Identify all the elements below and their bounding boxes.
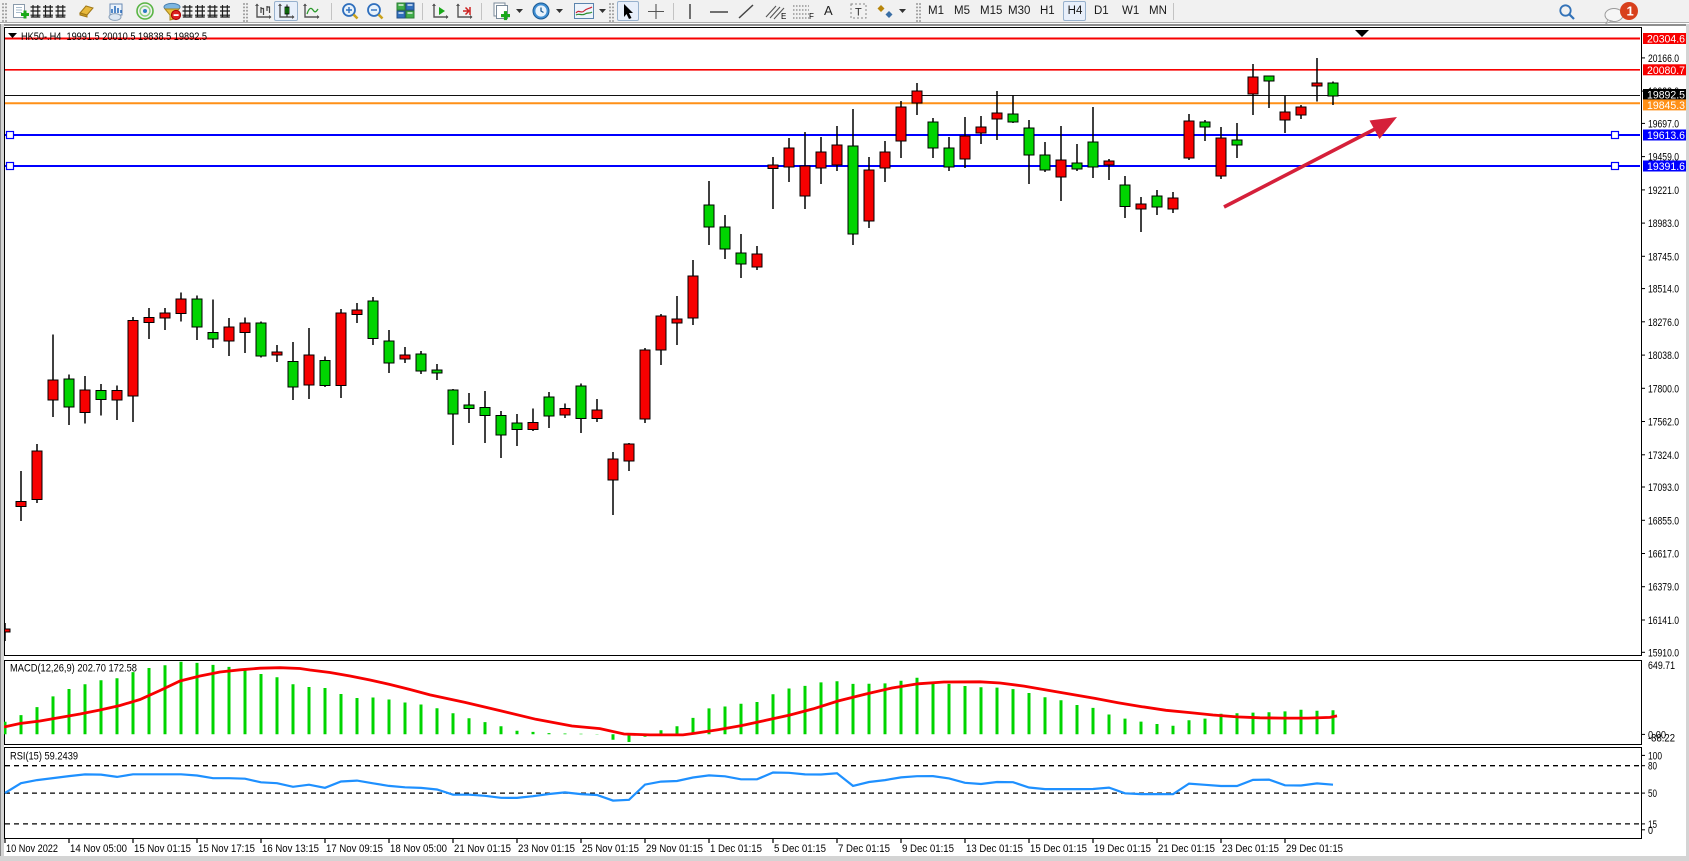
svg-text:E: E (781, 12, 786, 20)
svg-text:T: T (855, 7, 862, 19)
svg-text:29 Dec 01:15: 29 Dec 01:15 (1286, 843, 1343, 855)
svg-text:18745.0: 18745.0 (1648, 251, 1679, 263)
svg-text:17 Nov 09:15: 17 Nov 09:15 (326, 843, 383, 855)
svg-text:16 Nov 13:15: 16 Nov 13:15 (262, 843, 319, 855)
svg-text:16379.0: 16379.0 (1648, 582, 1679, 594)
svg-text:17562.0: 17562.0 (1648, 417, 1679, 429)
svg-text:19391.6: 19391.6 (1647, 161, 1685, 173)
svg-text:21 Nov 01:15: 21 Nov 01:15 (454, 843, 511, 855)
svg-text:18276.0: 18276.0 (1648, 317, 1679, 329)
svg-text:14 Nov 05:00: 14 Nov 05:00 (70, 843, 127, 855)
svg-text:-88.22: -88.22 (1648, 733, 1675, 745)
svg-text:18 Nov 05:00: 18 Nov 05:00 (390, 843, 447, 855)
svg-text:17324.0: 17324.0 (1648, 450, 1679, 462)
svg-text:MACD(12,26,9) 202.70 172.58: MACD(12,26,9) 202.70 172.58 (10, 663, 137, 675)
svg-text:15: 15 (1648, 819, 1657, 831)
svg-text:18514.0: 18514.0 (1648, 284, 1679, 296)
svg-text:15 Dec 01:15: 15 Dec 01:15 (1030, 843, 1087, 855)
svg-text:20166.0: 20166.0 (1648, 53, 1679, 65)
svg-text:17800.0: 17800.0 (1648, 383, 1679, 395)
svg-text:7 Dec 01:15: 7 Dec 01:15 (838, 843, 890, 855)
svg-text:18983.0: 18983.0 (1648, 218, 1679, 230)
svg-text:HK50-.H4 19991.5 20010.5 1983: HK50-.H4 19991.5 20010.5 19838.5 19892.5 (21, 31, 207, 43)
svg-text:16855.0: 16855.0 (1648, 515, 1679, 527)
svg-text:0.00: 0.00 (1648, 729, 1666, 741)
svg-text:5 Dec 01:15: 5 Dec 01:15 (774, 843, 826, 855)
svg-text:19221.0: 19221.0 (1648, 185, 1679, 197)
svg-text:29 Nov 01:15: 29 Nov 01:15 (646, 843, 703, 855)
svg-text:1: 1 (1627, 4, 1634, 19)
svg-text:13 Dec 01:15: 13 Dec 01:15 (966, 843, 1023, 855)
svg-text:1 Dec 01:15: 1 Dec 01:15 (710, 843, 762, 855)
svg-text:23 Nov 01:15: 23 Nov 01:15 (518, 843, 575, 855)
svg-text:50: 50 (1648, 788, 1657, 800)
svg-text:15 Nov 01:15: 15 Nov 01:15 (134, 843, 191, 855)
svg-text:80: 80 (1648, 761, 1657, 773)
svg-text:16141.0: 16141.0 (1648, 615, 1679, 627)
svg-text:18038.0: 18038.0 (1648, 350, 1679, 362)
svg-text:25 Nov 01:15: 25 Nov 01:15 (582, 843, 639, 855)
svg-text:19 Dec 01:15: 19 Dec 01:15 (1094, 843, 1151, 855)
svg-text:20080.7: 20080.7 (1647, 65, 1685, 77)
svg-text:16617.0: 16617.0 (1648, 549, 1679, 561)
svg-text:0: 0 (1648, 825, 1653, 837)
svg-text:F: F (809, 12, 814, 20)
svg-text:23 Dec 01:15: 23 Dec 01:15 (1222, 843, 1279, 855)
svg-text:10 Nov 2022: 10 Nov 2022 (6, 843, 58, 855)
svg-text:19845.3: 19845.3 (1647, 100, 1685, 112)
svg-text:15910.0: 15910.0 (1648, 647, 1679, 659)
svg-text:19613.6: 19613.6 (1647, 130, 1685, 142)
svg-text:20304.6: 20304.6 (1647, 34, 1685, 46)
svg-text:19892.5: 19892.5 (1647, 90, 1685, 102)
svg-text:21 Dec 01:15: 21 Dec 01:15 (1158, 843, 1215, 855)
svg-text:649.71: 649.71 (1648, 660, 1675, 672)
svg-text:RSI(15) 59.2439: RSI(15) 59.2439 (10, 751, 78, 763)
svg-text:19697.0: 19697.0 (1648, 118, 1679, 130)
svg-text:17093.0: 17093.0 (1648, 482, 1679, 494)
svg-text:15 Nov 17:15: 15 Nov 17:15 (198, 843, 255, 855)
svg-text:100: 100 (1648, 750, 1662, 762)
svg-text:9 Dec 01:15: 9 Dec 01:15 (902, 843, 954, 855)
